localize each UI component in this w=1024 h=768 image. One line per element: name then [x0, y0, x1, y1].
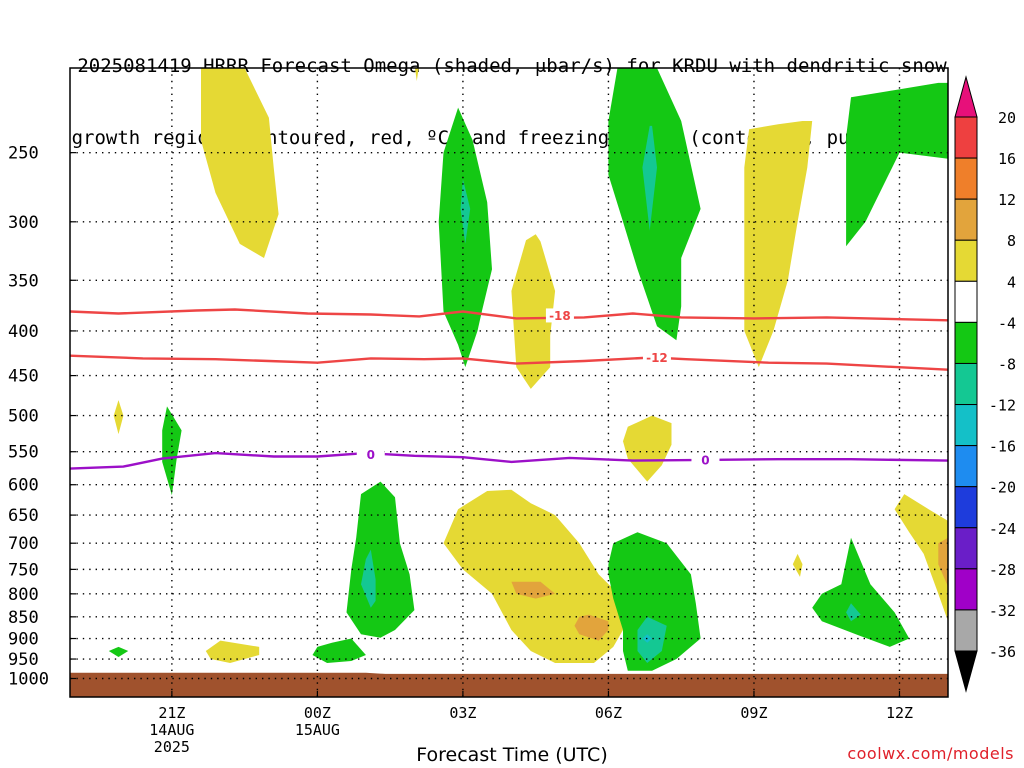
y-tick-label: 750: [8, 560, 39, 580]
y-tick-label: 300: [8, 213, 39, 233]
omega-region-10: [162, 406, 182, 496]
contour-label-bg-2: [356, 447, 385, 462]
y-tick-label: 650: [8, 506, 39, 526]
x-tick-label: 00Z: [304, 704, 331, 722]
colorbar-bottom-arrow: [954, 650, 978, 693]
omega-region-8: [846, 82, 948, 247]
omega-region-27: [938, 537, 948, 587]
colorbar-tick-label: -20: [989, 479, 1016, 497]
colorbar-top-arrow: [954, 75, 978, 118]
contour-label: -18: [549, 309, 571, 323]
contour-label-bg-1: [642, 350, 671, 365]
omega-region-5: [608, 68, 701, 341]
colorbar-tick-label: -24: [989, 520, 1016, 538]
omega-region-24: [812, 537, 910, 647]
y-tick-label: 500: [8, 407, 39, 427]
colorbar-tick-label: -28: [989, 561, 1016, 579]
y-tick-label: 250: [8, 144, 39, 164]
y-tick-label: 950: [8, 650, 39, 670]
x-tick-label: 12Z: [886, 704, 913, 722]
omega-region-9: [113, 400, 124, 435]
colorbar-band: [954, 568, 978, 611]
colorbar-band: [954, 527, 978, 570]
colorbar-band: [954, 116, 978, 159]
colorbar-tick-label: 20: [998, 109, 1016, 127]
omega-region-14: [346, 481, 415, 638]
colorbar-tick-label: -8: [998, 355, 1016, 373]
colorbar-tick-label: 12: [998, 191, 1016, 209]
omega-region-18: [574, 614, 609, 641]
colorbar-band: [954, 157, 978, 200]
omega-region-13: [312, 638, 366, 663]
contours: -18 -12 0 0: [70, 308, 948, 470]
colorbar-band: [954, 239, 978, 282]
y-tick-label: 400: [8, 322, 39, 342]
colorbar-band: [954, 321, 978, 364]
colorbar-tick-label: -4: [998, 314, 1016, 332]
plot-area: -18 -12 0 0: [70, 68, 948, 697]
colorbar-tick-label: 16: [998, 150, 1016, 168]
grid: [70, 68, 948, 697]
contour-label: 0: [701, 453, 709, 467]
colorbar-band: [954, 486, 978, 529]
y-tick-label: 1000: [8, 669, 49, 689]
contour-label-bg-0: [545, 308, 574, 323]
contour-line--18: [70, 308, 948, 322]
omega-region-25: [846, 603, 861, 622]
colorbar-tick-label: -32: [989, 602, 1016, 620]
colorbar-tick-label: -36: [989, 643, 1016, 661]
colorbar-tick-label: 8: [1007, 232, 1016, 250]
omega-region-20: [608, 532, 701, 671]
colorbar-band: [954, 280, 978, 323]
y-tick-label: 850: [8, 608, 39, 628]
omega-region-19: [623, 415, 672, 482]
colorbar-band: [954, 198, 978, 241]
omega-region-11: [108, 646, 129, 657]
omega-region-12: [205, 640, 260, 663]
x-tick-label: 15AUG: [295, 721, 340, 739]
colorbar-band: [954, 362, 978, 406]
source-credit-link[interactable]: coolwx.com/models: [847, 744, 1014, 763]
contour-label-bg-3: [691, 452, 720, 467]
x-tick-label: 21Z: [158, 704, 185, 722]
omega-region-21: [637, 616, 667, 663]
y-axis: 2503003504004505005506006507007508008509…: [8, 144, 76, 689]
contour-label: 0: [367, 448, 375, 462]
omega-region-26: [894, 494, 948, 622]
y-tick-label: 350: [8, 271, 39, 291]
x-tick-label: 03Z: [449, 704, 476, 722]
y-tick-label: 700: [8, 534, 39, 554]
colorbar: 20 16 12 8 4 -4 -8 -12 -16 -20 -24 -28 -32 -36: [954, 75, 1016, 693]
omega-region-23: [792, 553, 803, 577]
omega-shading: [108, 68, 948, 671]
omega-region-7: [744, 121, 813, 368]
omega-region-4: [511, 234, 556, 389]
x-tick-label: 09Z: [740, 704, 767, 722]
contour-line-0: [70, 451, 948, 470]
y-tick-label: 600: [8, 476, 39, 496]
plot-border: [69, 67, 949, 698]
colorbar-tick-label: 4: [1007, 273, 1016, 291]
omega-region-1: [414, 68, 419, 81]
surface-ground: [70, 672, 948, 697]
omega-region-3: [460, 179, 471, 244]
colorbar-tick-label: -12: [989, 397, 1016, 415]
x-tick-label: 14AUG: [149, 721, 194, 739]
x-axis-label: Forecast Time (UTC): [416, 744, 608, 766]
y-tick-label: 800: [8, 585, 39, 605]
contour-label: -12: [646, 351, 668, 365]
x-tick-label: 2025: [154, 738, 190, 756]
contour-line--12: [70, 354, 948, 371]
colorbar-tick-label: -16: [989, 438, 1016, 456]
colorbar-band: [954, 445, 978, 488]
colorbar-band: [954, 609, 978, 652]
colorbar-band: [954, 404, 978, 447]
y-tick-label: 550: [8, 443, 39, 463]
x-tick-label: 06Z: [595, 704, 622, 722]
y-tick-label: 450: [8, 367, 39, 387]
y-tick-label: 900: [8, 630, 39, 650]
omega-region-0: [201, 68, 279, 258]
